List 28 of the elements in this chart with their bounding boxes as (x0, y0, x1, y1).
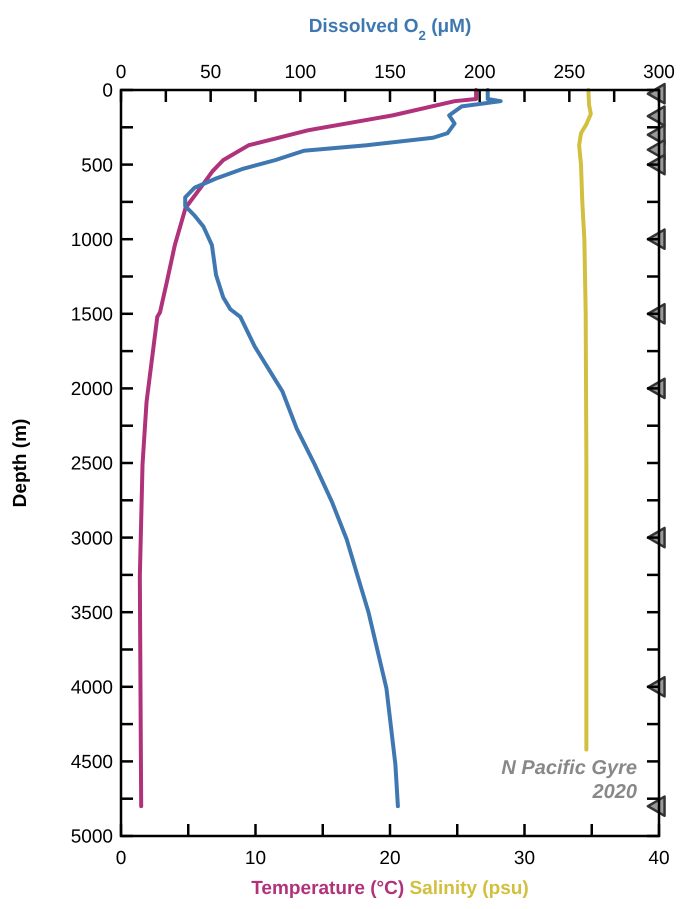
text: Salinity (psu) (409, 878, 529, 899)
x2-tick-label: 50 (200, 62, 222, 83)
x2-tick-label: 300 (643, 62, 675, 83)
y-tick-label: 1000 (70, 230, 113, 251)
y-tick-label: 2000 (70, 379, 113, 400)
y-tick-label: 3500 (70, 602, 113, 624)
x-tick-label: 10 (244, 848, 266, 869)
y-tick-label: 1500 (70, 304, 113, 326)
x2-tick-label: 0 (116, 62, 126, 83)
text: Temperature (°C) (251, 878, 404, 899)
x-tick-label: 0 (116, 848, 126, 869)
y-tick-label: 5000 (70, 826, 113, 848)
annotation: N Pacific Gyre 2020 (501, 757, 637, 803)
y-tick-label: 3000 (70, 528, 113, 550)
y-tick-label: 4500 (70, 752, 113, 774)
x2-tick-label: 250 (553, 62, 586, 83)
y-axis-title: Depth (m) (10, 418, 31, 508)
x-tick-label: 40 (648, 848, 670, 869)
x2-tick-label: 150 (374, 62, 406, 83)
y-tick-label: 0 (102, 80, 113, 102)
x2-tick-label: 100 (284, 62, 316, 83)
y-tick-label: 4000 (70, 677, 113, 698)
y-tick-label: 2500 (70, 454, 113, 475)
x2-tick-label: 200 (464, 62, 496, 83)
x2-axis-title: Dissolved O$_{2}$ (μM) (308, 16, 472, 42)
y-tick-label: 500 (81, 155, 113, 176)
x-tick-label: 30 (514, 848, 536, 869)
x-tick-label: 20 (379, 848, 401, 869)
